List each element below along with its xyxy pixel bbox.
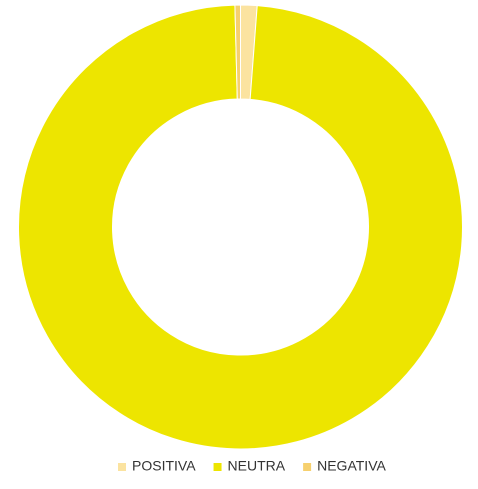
legend-swatch xyxy=(213,463,222,471)
legend-swatch xyxy=(118,463,126,471)
legend: POSITIVA NEUTRA NEGATIVA xyxy=(118,458,386,474)
legend-swatch xyxy=(303,463,312,471)
legend-label: POSITIVA xyxy=(132,458,196,474)
legend-label: NEUTRA xyxy=(228,458,286,474)
donut-segment xyxy=(234,4,241,100)
legend-label: NEGATIVA xyxy=(317,458,386,474)
donut-segment xyxy=(18,4,463,450)
donut xyxy=(18,4,463,450)
